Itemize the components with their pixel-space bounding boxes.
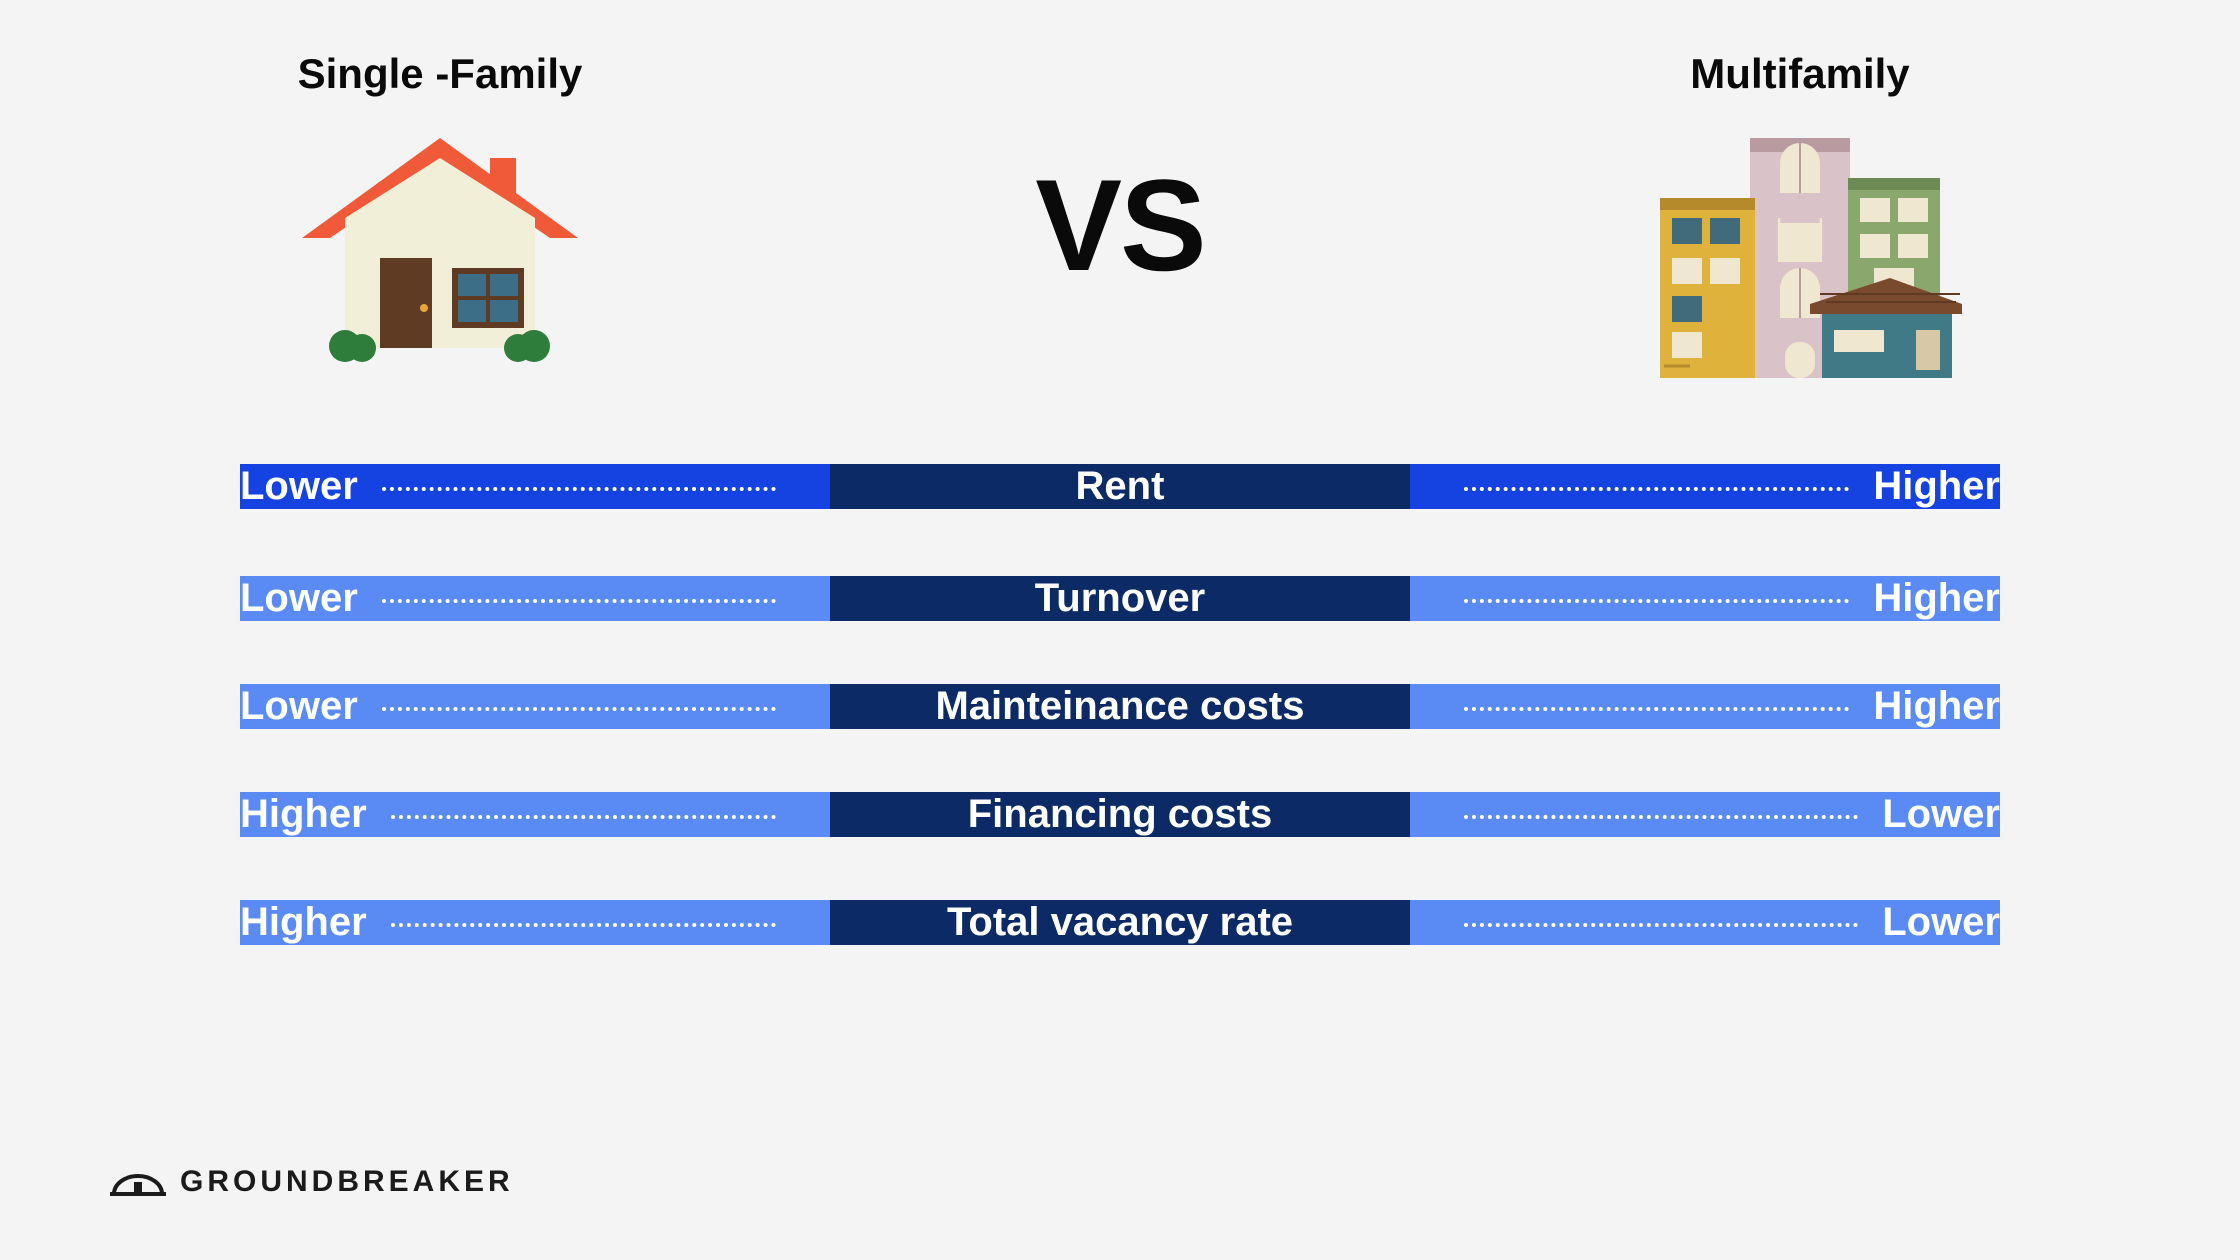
footer: GROUNDBREAKER: [110, 1164, 514, 1200]
brand-logo-icon: [110, 1164, 166, 1200]
cell-center: Financing costs: [830, 792, 1410, 837]
left-value: Higher: [240, 792, 367, 837]
multifamily-title: Multifamily: [1690, 50, 1909, 98]
header-row: Single -Family: [100, 50, 2140, 398]
right-value: Higher: [1873, 464, 2000, 509]
dots-left: [382, 707, 776, 711]
dots-left: [391, 815, 776, 819]
single-family-title: Single -Family: [298, 50, 583, 98]
left-value: Lower: [240, 464, 358, 509]
cell-right: Lower: [1410, 900, 2000, 945]
dots-right: [1464, 815, 1858, 819]
dots-right: [1464, 599, 1849, 603]
cell-right: Higher: [1410, 576, 2000, 621]
comparison-table: Lower Rent Higher Lower Turnover Higher Lower M…: [240, 428, 2000, 976]
metric-label: Financing costs: [968, 792, 1273, 837]
right-value: Higher: [1873, 684, 2000, 729]
cell-left: Lower: [240, 684, 830, 729]
table-row: Lower Turnover Higher: [240, 544, 2000, 652]
multifamily-icon: [1630, 118, 1970, 398]
right-value: Lower: [1882, 900, 2000, 945]
dots-right: [1464, 923, 1858, 927]
brand-name: GROUNDBREAKER: [180, 1165, 514, 1199]
door-knob: [420, 304, 428, 312]
metric-label: Total vacancy rate: [947, 900, 1293, 945]
dots-left: [382, 599, 776, 603]
left-value: Higher: [240, 900, 367, 945]
cell-center: Mainteinance costs: [830, 684, 1410, 729]
house-icon: [290, 118, 590, 368]
table-row: Higher Total vacancy rate Lower: [240, 868, 2000, 976]
left-value: Lower: [240, 576, 358, 621]
dots-left: [382, 487, 776, 491]
single-family-col: Single -Family: [200, 50, 680, 368]
cell-center: Total vacancy rate: [830, 900, 1410, 945]
cell-right: Lower: [1410, 792, 2000, 837]
table-row: Lower Rent Higher: [240, 428, 2000, 544]
cell-left: Lower: [240, 576, 830, 621]
vs-label: VS: [1035, 150, 1204, 300]
door: [380, 258, 432, 348]
table-row: Lower Mainteinance costs Higher: [240, 652, 2000, 760]
metric-label: Rent: [1076, 464, 1165, 509]
cell-center: Rent: [830, 464, 1410, 509]
left-value: Lower: [240, 684, 358, 729]
cell-left: Lower: [240, 464, 830, 509]
cell-right: Higher: [1410, 464, 2000, 509]
dots-right: [1464, 707, 1849, 711]
metric-label: Mainteinance costs: [935, 684, 1304, 729]
metric-label: Turnover: [1035, 576, 1205, 621]
right-value: Higher: [1873, 576, 2000, 621]
dots-right: [1464, 487, 1849, 491]
table-row: Higher Financing costs Lower: [240, 760, 2000, 868]
cell-left: Higher: [240, 792, 830, 837]
cell-right: Higher: [1410, 684, 2000, 729]
cell-center: Turnover: [830, 576, 1410, 621]
cell-left: Higher: [240, 900, 830, 945]
multifamily-col: Multifamily: [1560, 50, 2040, 398]
right-value: Lower: [1882, 792, 2000, 837]
dots-left: [391, 923, 776, 927]
